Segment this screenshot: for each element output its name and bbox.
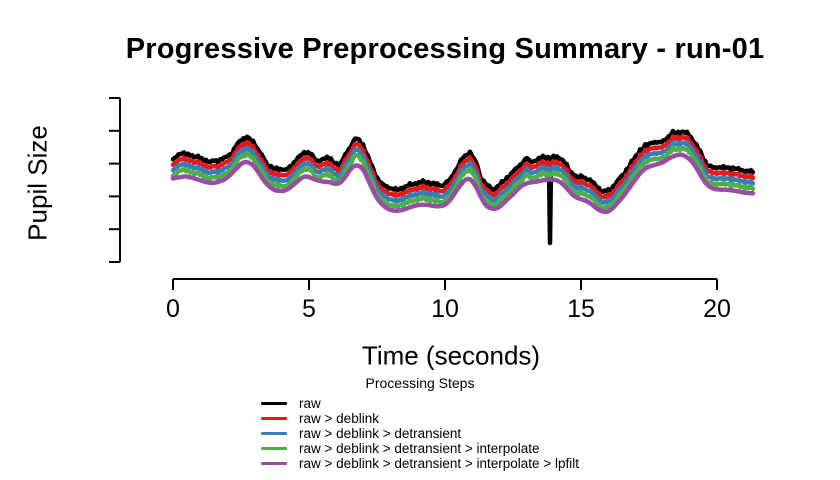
series-line-lpfilt xyxy=(170,152,756,215)
x-tick-label: 0 xyxy=(166,295,180,323)
series-line-interpolate xyxy=(170,145,756,211)
x-axis-title: Time (seconds) xyxy=(361,340,541,371)
x-tick-label: 15 xyxy=(567,295,595,323)
legend: Processing Steps raw raw > deblink raw > d… xyxy=(261,375,579,471)
legend-item-deblink: raw > deblink xyxy=(261,411,579,426)
legend-item-lpfilt: raw > deblink > detransient > interpolat… xyxy=(261,456,579,471)
series-line-raw xyxy=(170,128,756,246)
series-line-deblink xyxy=(170,134,756,200)
x-tick-label: 10 xyxy=(431,295,459,323)
legend-swatch-deblink xyxy=(261,417,288,420)
legend-item-raw: raw xyxy=(261,396,579,411)
legend-swatch-lpfilt xyxy=(261,462,288,465)
legend-item-interpolate: raw > deblink > detransient > interpolat… xyxy=(261,441,579,456)
legend-item-detransient: raw > deblink > detransient xyxy=(261,426,579,441)
legend-label: raw xyxy=(299,396,321,411)
series-line-detransient xyxy=(170,139,756,206)
legend-rows: raw raw > deblink raw > deblink > detransi… xyxy=(261,396,579,471)
legend-swatch-interpolate xyxy=(261,447,288,450)
legend-swatch-detransient xyxy=(261,432,288,435)
x-tick-label: 20 xyxy=(703,295,731,323)
legend-label: raw > deblink xyxy=(299,411,379,426)
legend-label: raw > deblink > detransient > interpolat… xyxy=(299,441,540,456)
legend-label: raw > deblink > detransient > interpolat… xyxy=(299,456,579,471)
chart-title: Progressive Preprocessing Summary - run-… xyxy=(125,33,765,65)
legend-title: Processing Steps xyxy=(365,375,475,391)
x-tick-label: 5 xyxy=(302,295,316,323)
legend-label: raw > deblink > detransient xyxy=(299,426,462,441)
legend-swatch-raw xyxy=(261,402,288,405)
